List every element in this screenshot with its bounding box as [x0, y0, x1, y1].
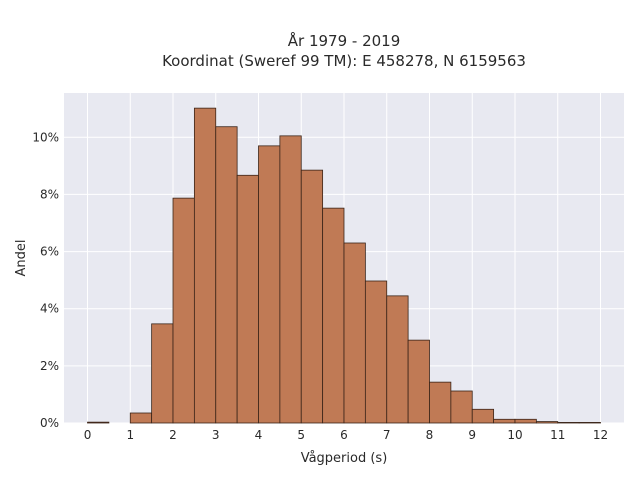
histogram-bar [343, 242, 366, 424]
histogram-bar [193, 107, 217, 424]
y-tick-label: 2% [40, 359, 59, 373]
histogram-bar [471, 408, 495, 424]
x-tick-label: 7 [383, 428, 391, 442]
chart-title-line-2: Koordinat (Sweref 99 TM): E 458278, N 61… [162, 52, 526, 70]
x-tick-label: 3 [212, 428, 220, 442]
x-tick-label: 5 [297, 428, 305, 442]
y-tick-label: 0% [40, 416, 59, 430]
histogram-bar [557, 422, 580, 424]
histogram-bar [300, 169, 324, 424]
x-tick-label: 2 [169, 428, 177, 442]
y-axis-ticks: 0% 2% 4% 6% 8% 10% [32, 130, 59, 430]
y-tick-label: 10% [32, 130, 59, 144]
x-tick-label: 4 [255, 428, 263, 442]
y-tick-label: 8% [40, 187, 59, 201]
histogram-bar [279, 135, 302, 424]
histogram-bar [578, 422, 601, 424]
x-tick-label: 9 [468, 428, 476, 442]
histogram-bar [386, 295, 409, 424]
histogram-bar [236, 174, 259, 424]
histogram-bar [364, 280, 388, 424]
histogram-bar [493, 418, 516, 424]
histogram-bar [322, 207, 345, 424]
histogram-bar [215, 126, 238, 424]
x-tick-label: 11 [550, 428, 565, 442]
y-tick-label: 4% [40, 302, 59, 316]
histogram-bar [514, 418, 537, 424]
x-axis-label: Vågperiod (s) [301, 451, 388, 466]
bars [87, 107, 601, 424]
y-axis-label: Andel [14, 240, 29, 277]
histogram-bar [429, 381, 452, 424]
x-tick-label: 1 [126, 428, 134, 442]
histogram-bar [535, 421, 559, 424]
histogram-bar [129, 412, 153, 424]
x-axis-ticks: 0 1 2 3 4 5 6 7 8 9 10 11 12 [84, 428, 608, 442]
histogram-bar [407, 339, 430, 424]
x-tick-label: 10 [507, 428, 522, 442]
x-tick-label: 8 [426, 428, 434, 442]
y-tick-label: 6% [40, 245, 59, 259]
x-tick-label: 12 [593, 428, 608, 442]
x-tick-label: 0 [84, 428, 92, 442]
chart-title-line-1: År 1979 - 2019 [288, 31, 401, 50]
histogram-bar [172, 197, 195, 424]
histogram-bar [258, 145, 281, 424]
histogram-bar [87, 421, 110, 424]
histogram-bar [450, 390, 473, 424]
x-tick-label: 6 [340, 428, 348, 442]
histogram-bar [151, 323, 174, 424]
